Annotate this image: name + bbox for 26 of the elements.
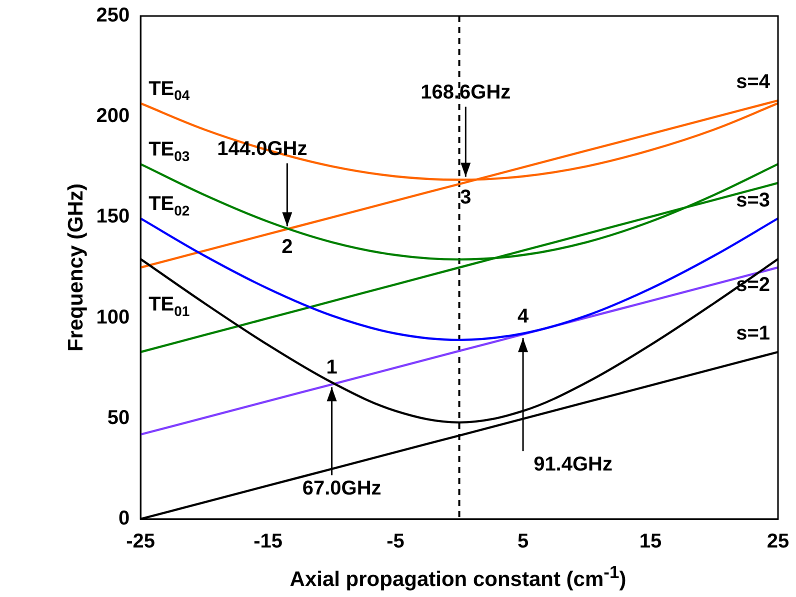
line-series [140,217,778,342]
y-tick-label: 0 [118,508,130,530]
x-tick-label: 15 [639,530,662,553]
x-tick-label: -15 [254,530,283,553]
y-tick-label: 50 [107,406,130,429]
annotation: 67.0GHz [302,478,382,500]
y-tick-label: 200 [96,105,130,128]
annotation: 3 [460,186,472,208]
y-tick-label: 100 [96,306,130,328]
annotation: 1 [326,356,338,379]
x-tick-label: 5 [517,530,529,553]
y-tick-label: 250 [96,4,130,27]
x-tick-label: 25 [766,530,790,553]
line-series [140,99,778,269]
y-axis-title: Frequency (GHz) [64,183,88,352]
series-label: s=3 [736,190,770,212]
x-axis-title: Axial propagation constant (cm$^{-1}$) [288,562,628,592]
x-tick-label: -5 [386,530,404,553]
x-tick-label: -25 [126,530,156,553]
annotation: 2 [282,236,293,258]
annotation: 168.6GHz [420,81,511,104]
annotation: 91.4GHz [534,454,612,476]
series-label: s=1 [736,322,770,345]
y-tick-label: 150 [96,206,130,228]
annotation: 4 [517,306,530,328]
series-label: s=4 [736,71,771,94]
